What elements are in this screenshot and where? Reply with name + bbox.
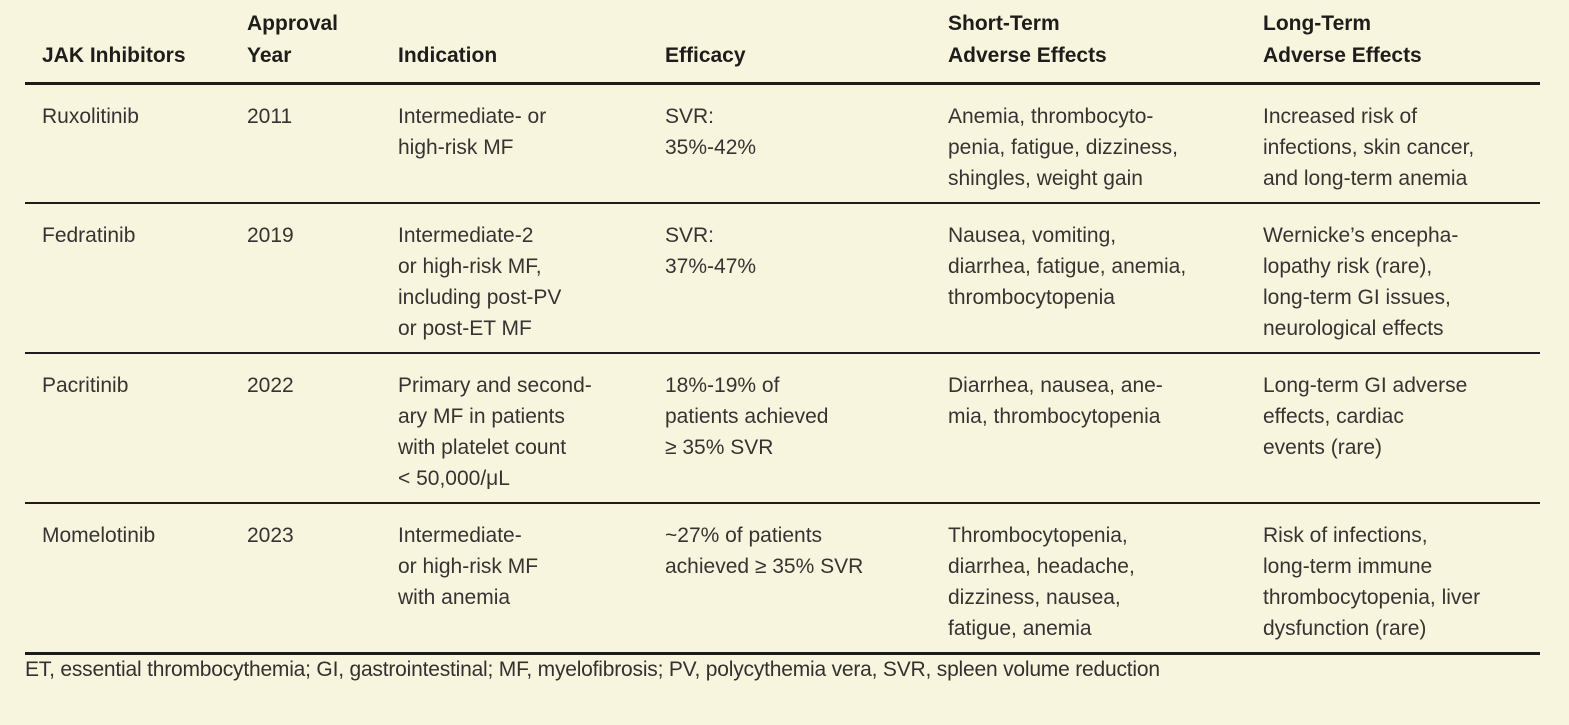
cell-approval-year: 2011: [247, 83, 398, 204]
header-row: JAK Inhibitors Approval Year Indication …: [25, 0, 1540, 85]
jak-inhibitors-table: JAK Inhibitors Approval Year Indication …: [25, 0, 1540, 655]
cell-approval-year: 2019: [247, 203, 398, 354]
cell-indication: Intermediate- or high-risk MF with anemi…: [398, 503, 665, 655]
header-indication: Indication: [398, 0, 665, 85]
table-row-fedratinib: Fedratinib 2019 Intermediate-2 or high-r…: [25, 203, 1540, 354]
cell-long-term-adverse-effects: Wernicke’s encepha- lopathy risk (rare),…: [1263, 203, 1540, 354]
cell-indication: Intermediate- or high-risk MF: [398, 83, 665, 204]
cell-short-term-adverse-effects: Diarrhea, nausea, ane- mia, thrombocytop…: [948, 353, 1263, 504]
table-row-ruxolitinib: Ruxolitinib 2011 Intermediate- or high-r…: [25, 83, 1540, 204]
table-row-momelotinib: Momelotinib 2023 Intermediate- or high-r…: [25, 503, 1540, 655]
header-long-term-adverse-effects: Long-Term Adverse Effects: [1263, 0, 1540, 85]
cell-short-term-adverse-effects: Nausea, vomiting, diarrhea, fatigue, ane…: [948, 203, 1263, 354]
cell-drug: Ruxolitinib: [25, 83, 247, 204]
cell-long-term-adverse-effects: Increased risk of infections, skin cance…: [1263, 83, 1540, 204]
cell-long-term-adverse-effects: Long-term GI adverse effects, cardiac ev…: [1263, 353, 1540, 504]
cell-efficacy: 18%-19% of patients achieved ≥ 35% SVR: [665, 353, 948, 504]
cell-efficacy: SVR: 37%-47%: [665, 203, 948, 354]
cell-long-term-adverse-effects: Risk of infections, long-term immune thr…: [1263, 503, 1540, 655]
cell-drug: Momelotinib: [25, 503, 247, 655]
cell-approval-year: 2022: [247, 353, 398, 504]
cell-indication: Intermediate-2 or high-risk MF, includin…: [398, 203, 665, 354]
header-jak-inhibitors: JAK Inhibitors: [25, 0, 247, 85]
header-efficacy: Efficacy: [665, 0, 948, 85]
cell-drug: Pacritinib: [25, 353, 247, 504]
header-short-term-adverse-effects: Short-Term Adverse Effects: [948, 0, 1263, 85]
cell-short-term-adverse-effects: Thrombocytopenia, diarrhea, headache, di…: [948, 503, 1263, 655]
header-approval-year: Approval Year: [247, 0, 398, 85]
cell-drug: Fedratinib: [25, 203, 247, 354]
cell-efficacy: SVR: 35%-42%: [665, 83, 948, 204]
table-body: Ruxolitinib 2011 Intermediate- or high-r…: [25, 83, 1540, 655]
cell-indication: Primary and second- ary MF in patients w…: [398, 353, 665, 504]
cell-approval-year: 2023: [247, 503, 398, 655]
abbreviations-footnote: ET, essential thrombocythemia; GI, gastr…: [25, 658, 1160, 681]
cell-short-term-adverse-effects: Anemia, thrombocyto- penia, fatigue, diz…: [948, 83, 1263, 204]
table-row-pacritinib: Pacritinib 2022 Primary and second- ary …: [25, 353, 1540, 504]
table-header: JAK Inhibitors Approval Year Indication …: [25, 0, 1540, 85]
cell-efficacy: ~27% of patients achieved ≥ 35% SVR: [665, 503, 948, 655]
